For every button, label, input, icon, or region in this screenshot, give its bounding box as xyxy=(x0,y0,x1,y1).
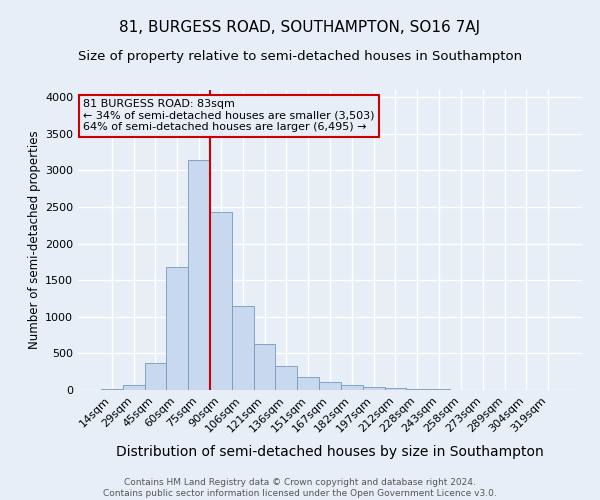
Bar xyxy=(232,306,254,390)
Text: Size of property relative to semi-detached houses in Southampton: Size of property relative to semi-detach… xyxy=(78,50,522,63)
Bar xyxy=(123,385,145,390)
Bar xyxy=(406,389,428,390)
Bar xyxy=(166,267,188,390)
Bar xyxy=(297,377,319,390)
Bar xyxy=(275,366,297,390)
Text: 81 BURGESS ROAD: 83sqm
← 34% of semi-detached houses are smaller (3,503)
64% of : 81 BURGESS ROAD: 83sqm ← 34% of semi-det… xyxy=(83,99,374,132)
X-axis label: Distribution of semi-detached houses by size in Southampton: Distribution of semi-detached houses by … xyxy=(116,445,544,459)
Bar xyxy=(341,385,363,390)
Bar xyxy=(210,212,232,390)
Bar xyxy=(319,382,341,390)
Bar xyxy=(188,160,210,390)
Y-axis label: Number of semi-detached properties: Number of semi-detached properties xyxy=(28,130,41,350)
Bar xyxy=(101,389,123,390)
Bar xyxy=(385,388,406,390)
Bar xyxy=(254,344,275,390)
Bar xyxy=(145,363,166,390)
Text: Contains HM Land Registry data © Crown copyright and database right 2024.
Contai: Contains HM Land Registry data © Crown c… xyxy=(103,478,497,498)
Text: 81, BURGESS ROAD, SOUTHAMPTON, SO16 7AJ: 81, BURGESS ROAD, SOUTHAMPTON, SO16 7AJ xyxy=(119,20,481,35)
Bar xyxy=(363,386,385,390)
